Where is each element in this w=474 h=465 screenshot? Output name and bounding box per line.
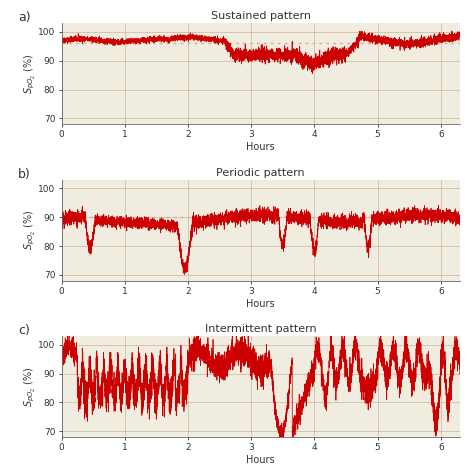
Text: b): b) (18, 167, 30, 180)
Y-axis label: $S_{pO_2}$ (%): $S_{pO_2}$ (%) (22, 53, 36, 94)
Y-axis label: $S_{pO_2}$ (%): $S_{pO_2}$ (%) (22, 210, 36, 251)
Y-axis label: $S_{pO_2}$ (%): $S_{pO_2}$ (%) (22, 366, 36, 407)
Title: Sustained pattern: Sustained pattern (211, 11, 310, 21)
Title: Periodic pattern: Periodic pattern (217, 167, 305, 178)
Text: a): a) (18, 11, 30, 24)
Title: Intermittent pattern: Intermittent pattern (205, 324, 317, 334)
Text: c): c) (18, 324, 30, 337)
X-axis label: Hours: Hours (246, 142, 275, 152)
X-axis label: Hours: Hours (246, 455, 275, 465)
X-axis label: Hours: Hours (246, 299, 275, 309)
